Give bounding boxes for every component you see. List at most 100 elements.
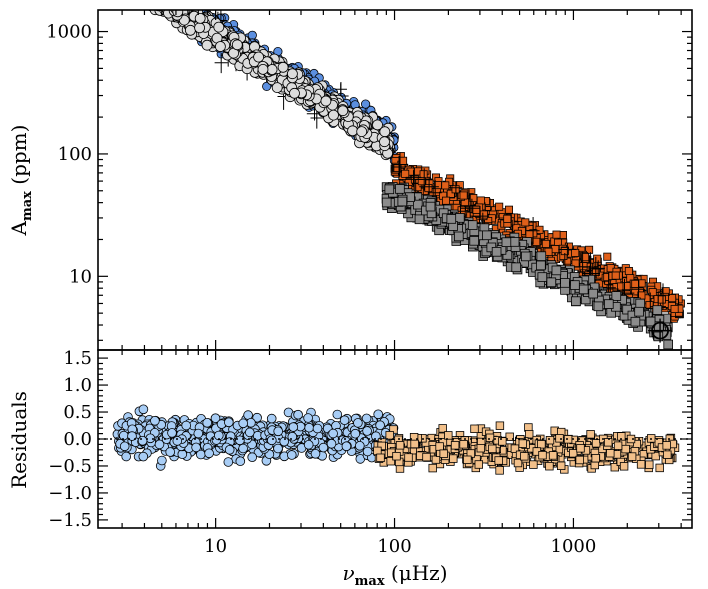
- top-observed-blue-point: [150, 0, 158, 8]
- residual-blue-point: [245, 427, 255, 438]
- top-observed-blue-point: [175, 10, 180, 11]
- top-observed-orange-point: [648, 288, 657, 297]
- residual-blue-point: [375, 420, 385, 431]
- top-observed-blue-point: [174, 0, 182, 8]
- bottom-panel-ticks: 10 100 1000 −1.5 −1.0 −0.5 0.0 0.5 1.0 1.5: [48, 348, 692, 557]
- top-model-lightgrey-point: [171, 0, 181, 8]
- top-observed-orange-point: [532, 237, 541, 246]
- top-model-darkgrey-point: [560, 278, 570, 288]
- top-model-lightgrey-point: [156, 0, 166, 9]
- top-observed-orange-point: [417, 177, 426, 186]
- top-model-lightgrey-point: [379, 136, 390, 148]
- residual-blue-point: [293, 409, 303, 420]
- residual-blue-point: [235, 456, 246, 467]
- residual-blue-point: [157, 455, 167, 466]
- residual-tan-point: [606, 448, 615, 458]
- top-observed-blue-point: [183, 10, 186, 11]
- bottom-panel-points: [98, 404, 692, 475]
- top-model-lightgrey-point: [149, 0, 159, 3]
- residual-tan-point: [529, 460, 538, 469]
- residual-blue-point: [167, 428, 177, 438]
- top-observed-blue-point: [175, 10, 180, 11]
- top-observed-blue-point: [178, 0, 186, 6]
- top-model-darkgrey-point: [593, 301, 604, 312]
- top-observed-orange-point: [670, 304, 679, 313]
- residual-tan-point: [438, 424, 447, 433]
- residual-tan-point: [395, 441, 405, 450]
- top-model-lightgrey-point: [154, 0, 164, 3]
- top-observed-orange-point: [521, 218, 530, 227]
- residual-blue-point: [224, 417, 234, 428]
- top-model-lightgrey-point: [150, 0, 160, 2]
- residual-tan-point: [470, 424, 479, 433]
- top-model-lightgrey-point: [157, 0, 167, 2]
- residual-tan-point: [538, 450, 547, 460]
- top-model-lightgrey-point: [161, 0, 171, 5]
- top-observed-orange-point: [657, 295, 666, 304]
- residual-blue-point: [353, 418, 363, 428]
- top-observed-orange-point: [503, 214, 512, 223]
- residual-blue-point: [303, 439, 314, 450]
- top-observed-blue-point: [166, 0, 174, 6]
- top-observed-blue-point: [151, 0, 159, 5]
- residual-blue-point: [288, 422, 299, 432]
- top-model-lightgrey-point: [174, 10, 177, 11]
- top-observed-orange-point: [579, 262, 588, 271]
- top-observed-blue-point: [147, 0, 155, 1]
- residual-tan-point: [576, 444, 585, 453]
- top-model-darkgrey-point: [467, 220, 478, 230]
- top-error-bar: [405, 170, 422, 185]
- top-error-bar: [419, 176, 439, 197]
- residual-blue-point: [165, 447, 176, 457]
- top-model-darkgrey-point: [652, 305, 663, 315]
- top-model-darkgrey-point: [453, 231, 464, 242]
- top-observed-blue-point: [132, 0, 140, 5]
- top-model-lightgrey-point: [257, 64, 269, 75]
- residual-tan-point: [495, 466, 504, 475]
- top-model-darkgrey-point: [412, 199, 423, 210]
- residual-blue-point: [350, 428, 361, 439]
- residual-blue-point: [354, 440, 365, 451]
- residual-tan-point: [545, 435, 555, 445]
- top-model-darkgrey-point: [622, 304, 632, 315]
- residual-tan-point: [655, 463, 664, 473]
- top-model-lightgrey-point: [201, 39, 213, 51]
- top-error-bar: [416, 168, 433, 191]
- residual-blue-point: [361, 413, 372, 424]
- top-observed-blue-point: [148, 0, 156, 8]
- residual-tan-point: [386, 456, 395, 466]
- top-observed-blue-point: [168, 0, 176, 2]
- residual-tan-point: [474, 460, 483, 469]
- top-observed-orange-point: [631, 279, 640, 288]
- residual-blue-point: [318, 442, 329, 453]
- residual-tan-point: [488, 444, 497, 453]
- top-observed-orange-point: [469, 193, 478, 202]
- top-model-lightgrey-point: [372, 119, 383, 131]
- top-model-darkgrey-point: [511, 262, 521, 273]
- top-observed-orange-point: [624, 266, 633, 275]
- residual-tan-point: [444, 431, 453, 440]
- bottom-y-tick-label: 0.0: [63, 429, 92, 450]
- residual-tan-point: [404, 453, 413, 462]
- residual-blue-point: [252, 412, 262, 423]
- residual-blue-point: [328, 428, 338, 439]
- top-model-lightgrey-point: [194, 12, 206, 24]
- top-observed-blue-point: [174, 0, 182, 6]
- top-model-lightgrey-point: [328, 109, 339, 121]
- top-observed-blue-point: [183, 0, 191, 5]
- residual-tan-point: [555, 434, 564, 443]
- residual-tan-point: [545, 461, 554, 471]
- residual-blue-point: [339, 415, 350, 426]
- top-model-darkgrey-point: [509, 237, 520, 247]
- top-model-lightgrey-point: [337, 105, 349, 117]
- top-error-bar: [125, 0, 141, 5]
- top-model-lightgrey-point: [154, 0, 164, 3]
- residual-blue-point: [191, 442, 201, 453]
- residual-blue-point: [362, 446, 373, 457]
- top-model-lightgrey-point: [356, 126, 368, 138]
- residual-blue-point: [362, 426, 372, 436]
- top-observed-orange-point: [399, 156, 408, 165]
- top-observed-blue-point: [158, 1, 166, 9]
- x-axis-title-main: ν: [342, 561, 354, 585]
- bottom-y-tick-label: 0.5: [63, 402, 92, 423]
